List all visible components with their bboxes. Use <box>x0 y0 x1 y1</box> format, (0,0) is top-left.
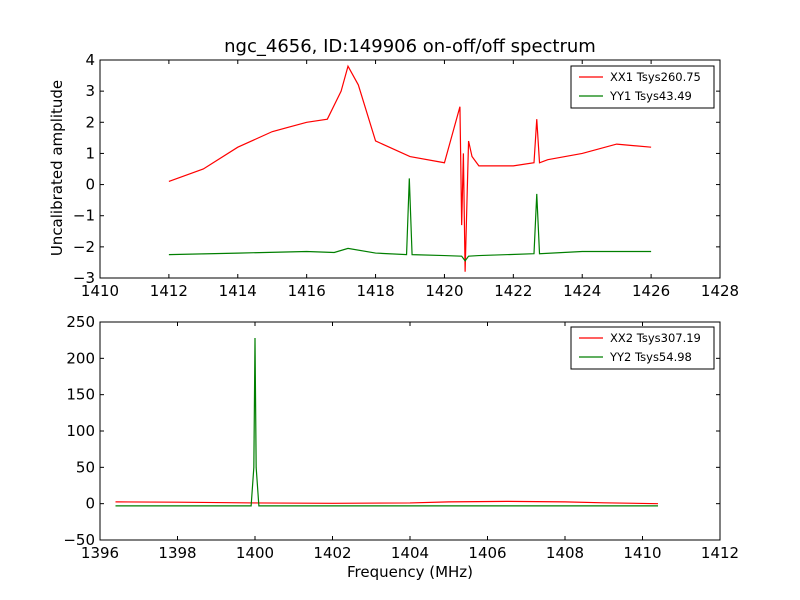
top-x-tick-label: 1428 <box>701 282 739 300</box>
top-y-tick-label: 2 <box>85 113 95 131</box>
bottom-x-tick-label: 1398 <box>158 544 196 562</box>
bottom-y-tick-label: 100 <box>66 422 95 440</box>
bottom-y-tick-label: 250 <box>66 313 95 331</box>
top-x-tick-label: 1414 <box>219 282 257 300</box>
bottom-y-tick-label: 150 <box>66 386 95 404</box>
top-legend-box <box>570 65 715 109</box>
top-panel: 1410 1412 1414 1416 1418 1420 1422 1424 1426 1428… <box>73 51 739 300</box>
bottom-legend-label-1: XX2 Tsys307.19 <box>610 331 701 345</box>
bottom-x-tick-label: 1406 <box>468 544 506 562</box>
top-x-tick-label: 1422 <box>494 282 532 300</box>
top-x-tick-label: 1416 <box>288 282 326 300</box>
chart-title: ngc_4656, ID:149906 on-off/off spectrum <box>224 36 596 57</box>
top-y-tick-label: −2 <box>73 238 95 256</box>
top-y-tick-label: −3 <box>73 269 95 287</box>
bottom-x-tick-label: 1408 <box>546 544 584 562</box>
top-y-tick-label: 4 <box>85 51 95 69</box>
top-y-tick-label: 3 <box>85 82 95 100</box>
x-axis-label: Frequency (MHz) <box>347 563 473 581</box>
bottom-legend-label-2: YY2 Tsys54.98 <box>609 350 692 364</box>
bottom-x-tick-label: 1400 <box>236 544 274 562</box>
bottom-x-tick-label: 1410 <box>623 544 661 562</box>
top-x-tick-label: 1412 <box>150 282 188 300</box>
top-x-tick-label: 1410 <box>81 282 119 300</box>
bottom-series-line-2 <box>115 337 658 507</box>
top-y-tick-label: −1 <box>73 207 95 225</box>
bottom-x-tick-label: 1404 <box>391 544 429 562</box>
bottom-y-tick-label: 50 <box>76 458 95 476</box>
top-x-tick-label: 1418 <box>356 282 394 300</box>
bottom-series-line-1 <box>115 500 659 505</box>
bottom-panel: 1396 1398 1400 1402 1404 1406 1408 1410 1412 −50 0… <box>63 313 739 562</box>
bottom-x-tick-label: 1402 <box>313 544 351 562</box>
y-axis-label: Uncalibrated amplitude <box>48 80 66 256</box>
top-y-tick-label: 0 <box>85 176 95 194</box>
bottom-y-tick-label: 200 <box>66 349 95 367</box>
bottom-y-tick-label: −50 <box>63 531 95 549</box>
bottom-x-tick-label: 1412 <box>701 544 739 562</box>
top-x-tick-label: 1424 <box>563 282 601 300</box>
top-y-tick-label: 1 <box>85 144 95 162</box>
top-x-tick-label: 1420 <box>425 282 463 300</box>
top-plot-frame <box>99 59 721 279</box>
top-legend-label-2: YY1 Tsys43.49 <box>609 89 692 103</box>
top-legend-label-1: XX1 Tsys260.75 <box>610 70 701 84</box>
bottom-legend-box <box>570 326 715 370</box>
bottom-x-tick-label: 1396 <box>81 544 119 562</box>
top-series-line-1 <box>168 64 652 272</box>
bottom-y-tick-label: 0 <box>85 495 95 513</box>
top-series-line-2 <box>168 178 652 262</box>
top-x-tick-label: 1426 <box>632 282 670 300</box>
